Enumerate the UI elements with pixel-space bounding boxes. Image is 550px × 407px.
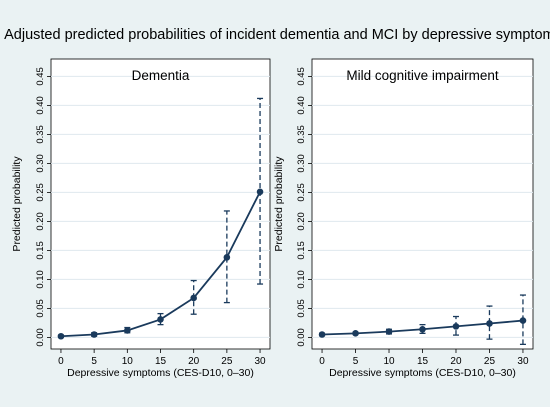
plot-area <box>50 58 271 350</box>
plot-area <box>311 58 534 350</box>
data-point <box>223 254 231 261</box>
data-point <box>352 330 359 337</box>
x-tick-label: 30 <box>254 356 266 367</box>
x-tick-label: 5 <box>91 356 97 367</box>
y-tick-label: 0.40 <box>35 96 46 115</box>
data-point <box>419 325 426 333</box>
x-tick-label: 0 <box>58 356 64 367</box>
data-point <box>57 332 65 340</box>
y-tick-label: 0.30 <box>296 154 307 173</box>
data-point <box>256 188 264 196</box>
y-axis-label: Predicted probability <box>273 156 285 252</box>
y-tick-label: 0.35 <box>296 125 307 144</box>
x-tick-label: 5 <box>353 356 359 367</box>
data-point <box>124 327 131 334</box>
y-tick-label: 0.45 <box>296 67 307 86</box>
chart-panel-1: 0.00 0.05 0.10 0.15 0.20 0.25 0.30 0.35 0.40 0.45… <box>11 58 271 379</box>
x-tick-label: 30 <box>517 356 529 367</box>
y-tick-label: 0.00 <box>35 328 46 347</box>
data-point <box>90 331 98 338</box>
y-tick-label: 0.45 <box>35 67 46 86</box>
x-tick-label: 25 <box>484 356 496 367</box>
panel-title: Mild cognitive impairment <box>346 68 499 83</box>
y-axis-label: Predicted probability <box>11 156 23 252</box>
data-point <box>452 323 460 330</box>
figure-title: Adjusted predicted probabilities of inci… <box>4 27 550 43</box>
x-tick-label: 10 <box>383 356 395 367</box>
y-tick-label: 0.00 <box>296 328 307 347</box>
panel-title: Dementia <box>132 68 190 83</box>
data-point <box>318 331 326 338</box>
y-tick-label: 0.40 <box>296 96 307 115</box>
x-axis-label: Depressive symptoms (CES-D10, 0–30) <box>67 367 254 379</box>
y-tick-label: 0.10 <box>35 270 46 289</box>
y-tick-label: 0.15 <box>35 241 46 260</box>
data-point <box>157 316 164 323</box>
y-tick-label: 0.20 <box>296 212 307 231</box>
x-axis-label: Depressive symptoms (CES-D10, 0–30) <box>329 367 516 379</box>
y-tick-label: 0.25 <box>35 183 46 202</box>
x-tick-label: 10 <box>122 356 134 367</box>
y-tick-label: 0.35 <box>35 125 46 144</box>
y-tick-label: 0.15 <box>296 241 307 260</box>
chart-panel-2: 0.00 0.05 0.10 0.15 0.20 0.25 0.30 0.35 0.40 0.45… <box>273 58 534 379</box>
x-tick-label: 15 <box>155 356 167 367</box>
data-point <box>385 328 393 335</box>
x-tick-label: 15 <box>417 356 429 367</box>
data-point <box>486 320 493 327</box>
y-tick-label: 0.10 <box>296 270 307 289</box>
x-tick-label: 20 <box>450 356 462 367</box>
x-tick-label: 0 <box>319 356 325 367</box>
y-tick-label: 0.05 <box>35 299 46 318</box>
x-tick-label: 25 <box>221 356 233 367</box>
y-tick-label: 0.20 <box>35 212 46 231</box>
data-point <box>519 317 527 324</box>
x-tick-label: 20 <box>188 356 200 367</box>
data-point <box>190 294 197 302</box>
y-tick-label: 0.05 <box>296 299 307 318</box>
y-tick-label: 0.25 <box>296 183 307 202</box>
y-tick-label: 0.30 <box>35 154 46 173</box>
